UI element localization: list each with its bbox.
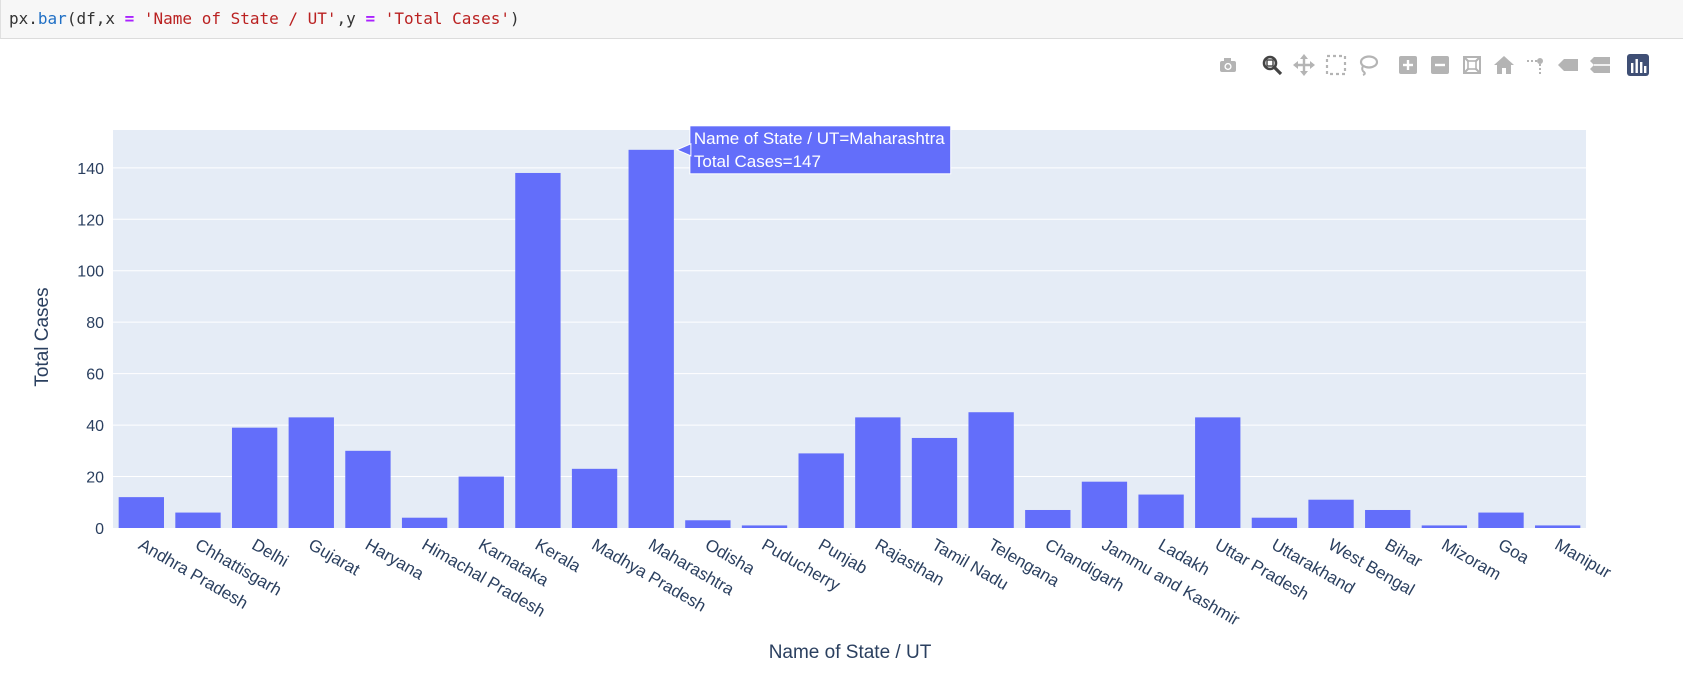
bar-ladakh[interactable]: [1138, 494, 1184, 528]
spike-lines-icon: [1527, 58, 1543, 75]
plotly-logo-icon: [1627, 54, 1649, 76]
bar-chandigarh[interactable]: [1025, 509, 1071, 528]
code-function: bar: [37, 9, 67, 28]
autoscale-button[interactable]: [1459, 52, 1485, 78]
bar-west-bengal[interactable]: [1308, 499, 1354, 528]
autoscale-icon: [1463, 56, 1481, 74]
tooltip-pointer: [675, 143, 692, 157]
modebar: [1215, 52, 1683, 80]
code-token: ): [509, 9, 520, 28]
y-tick-label: 20: [86, 470, 104, 487]
code-token: ,y: [336, 9, 366, 28]
box-select-icon: [1325, 54, 1347, 76]
y-tick-label: 120: [77, 212, 104, 229]
bar-goa[interactable]: [1478, 512, 1524, 528]
x-tick-label: Goa: [1495, 535, 1533, 568]
code-token: px.: [9, 9, 38, 28]
y-tick-label: 40: [86, 418, 104, 435]
bar-jammu-and-kashmir[interactable]: [1081, 481, 1128, 528]
tooltip-line-value: Total Cases=147: [694, 152, 821, 171]
bar-punjab[interactable]: [798, 453, 844, 528]
x-tick-label: Mizoram: [1438, 535, 1504, 584]
zoom-button[interactable]: [1259, 52, 1285, 78]
y-tick-labels: 0 20 40 60 80 100 120 140: [77, 161, 104, 538]
bar-haryana[interactable]: [345, 450, 391, 528]
pan-button[interactable]: [1291, 52, 1317, 78]
zoom-in-icon: [1399, 56, 1417, 74]
bar-tamil-nadu[interactable]: [911, 437, 958, 528]
bar-chhattisgarh[interactable]: [175, 512, 221, 528]
y-tick-label: 60: [86, 367, 104, 384]
hover-compare-icon: [1590, 57, 1610, 73]
bar-puducherry[interactable]: [741, 525, 788, 528]
bar-chart: 0 20 40 60 80 100 120 140 Andhra PradeshChhatti…: [32, 125, 1615, 663]
code-cell[interactable]: px.bar(df,x = 'Name of State / UT',y = '…: [0, 0, 1683, 39]
code-token: [375, 9, 385, 28]
camera-button[interactable]: [1215, 52, 1241, 78]
bar-kerala[interactable]: [515, 172, 561, 528]
x-tick-label: Manipur: [1552, 535, 1615, 582]
y-tick-label: 80: [86, 315, 104, 332]
bar-himachal-pradesh[interactable]: [401, 517, 448, 528]
code-line: px.bar(df,x = 'Name of State / UT',y = '…: [9, 9, 520, 28]
bar-odisha[interactable]: [685, 520, 731, 528]
code-string: 'Name of State / UT': [143, 9, 337, 28]
box-select-button[interactable]: [1323, 52, 1349, 78]
bar-andhra-pradesh[interactable]: [118, 497, 164, 528]
bar-mizoram[interactable]: [1421, 525, 1468, 528]
bar-uttar-pradesh[interactable]: [1195, 417, 1241, 528]
tooltip-background: [689, 125, 952, 175]
y-tick-label: 140: [77, 161, 104, 178]
camera-icon: [1220, 58, 1236, 72]
x-tick-label: Gujarat: [305, 535, 363, 579]
bar-bihar[interactable]: [1365, 509, 1411, 528]
x-axis-title: Name of State / UT: [769, 642, 932, 663]
reset-axes-button[interactable]: [1491, 52, 1517, 78]
hover-closest-button[interactable]: [1555, 52, 1581, 78]
bar-maharashtra[interactable]: [628, 149, 674, 529]
bars: [118, 149, 1581, 529]
code-token: [134, 9, 144, 28]
zoom-in-button[interactable]: [1395, 52, 1421, 78]
hover-compare-button[interactable]: [1587, 52, 1613, 78]
zoom-out-icon: [1431, 56, 1449, 74]
plotly-logo-button[interactable]: [1625, 52, 1651, 78]
bar-gujarat[interactable]: [288, 417, 334, 528]
bar-rajasthan[interactable]: [855, 417, 901, 528]
code-operator: =: [365, 9, 376, 28]
bar-uttarakhand[interactable]: [1251, 517, 1298, 528]
zoom-icon: [1262, 55, 1283, 76]
code-token: (df,x: [66, 9, 125, 28]
zoom-out-button[interactable]: [1427, 52, 1453, 78]
hover-tooltip: Name of State / UT=Maharashtra Total Cas…: [675, 125, 952, 175]
reset-axes-icon: [1494, 56, 1514, 74]
code-operator: =: [124, 9, 135, 28]
lasso-select-button[interactable]: [1355, 52, 1381, 78]
y-tick-label: 0: [95, 521, 104, 538]
tooltip-line-category: Name of State / UT=Maharashtra: [694, 129, 945, 148]
x-tick-label: Haryana: [362, 535, 428, 584]
bar-madhya-pradesh[interactable]: [571, 468, 618, 528]
bar-karnataka[interactable]: [458, 476, 504, 528]
y-axis-title: Total Cases: [32, 287, 53, 386]
lasso-select-icon: [1359, 55, 1379, 76]
bar-telengana[interactable]: [968, 412, 1014, 528]
bar-manipur[interactable]: [1535, 525, 1581, 528]
pan-icon: [1293, 54, 1315, 76]
hover-closest-icon: [1558, 59, 1578, 71]
bar-delhi[interactable]: [231, 427, 278, 528]
spike-lines-button[interactable]: [1523, 52, 1549, 78]
y-tick-label: 100: [77, 264, 104, 281]
code-string: 'Total Cases': [384, 9, 510, 28]
